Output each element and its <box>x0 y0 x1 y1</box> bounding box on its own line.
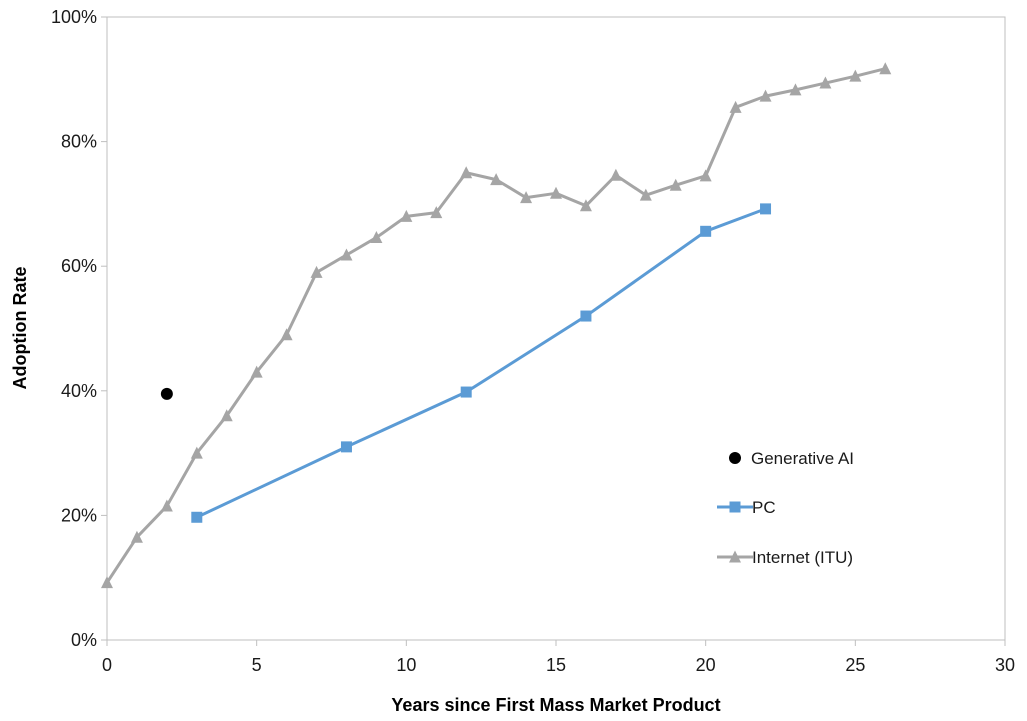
data-point-pc <box>700 225 712 237</box>
x-tick-label: 10 <box>396 655 416 675</box>
y-tick-label: 100% <box>51 7 97 27</box>
data-point-internet-itu <box>250 365 263 378</box>
data-point-internet-itu <box>160 499 173 512</box>
x-axis-title: Years since First Mass Market Product <box>391 695 720 715</box>
data-point-internet-itu <box>669 178 682 191</box>
data-point-pc <box>191 511 203 523</box>
data-point-internet-itu <box>490 173 503 186</box>
data-point-internet-itu <box>579 199 592 212</box>
series-layer <box>101 62 892 589</box>
x-tick-label: 25 <box>845 655 865 675</box>
data-point-internet-itu <box>609 168 622 181</box>
data-point-internet-itu <box>370 231 383 244</box>
data-point-internet-itu <box>130 530 143 543</box>
data-point-internet-itu <box>729 100 742 113</box>
legend-item-pc: PC <box>717 498 776 517</box>
series-internet-itu <box>101 62 892 589</box>
x-tick-label: 15 <box>546 655 566 675</box>
series-generative-ai <box>160 387 173 400</box>
legend-marker <box>729 550 741 563</box>
legend-marker <box>729 452 741 464</box>
data-point-internet-itu <box>550 186 562 199</box>
data-point-generative-ai <box>160 387 173 400</box>
data-point-pc <box>580 310 592 322</box>
data-point-internet-itu <box>310 265 323 278</box>
y-tick-label: 60% <box>61 256 97 276</box>
series-line-pc <box>196 207 767 519</box>
axes: 0% 20% 40% 60% 80% 100% 0 5 10 15 20 25 30 <box>51 7 1015 675</box>
x-tick-label: 20 <box>696 655 716 675</box>
data-point-internet-itu <box>340 248 353 261</box>
data-point-pc <box>760 203 772 215</box>
x-tick-label: 0 <box>102 655 112 675</box>
data-point-pc <box>340 441 352 453</box>
data-point-internet-itu <box>699 169 712 182</box>
data-point-internet-itu <box>520 191 533 204</box>
data-point-internet-itu <box>639 188 652 201</box>
y-tick-label: 40% <box>61 381 97 401</box>
data-point-internet-itu <box>280 328 293 341</box>
y-tick-label: 20% <box>61 505 97 525</box>
legend: Generative AI PC Internet (ITU) <box>717 449 854 567</box>
data-point-internet-itu <box>879 62 892 75</box>
data-point-internet-itu <box>849 69 862 82</box>
data-point-internet-itu <box>430 206 443 219</box>
data-point-internet-itu <box>460 166 473 179</box>
legend-item-internet-itu: Internet (ITU) <box>717 548 853 567</box>
data-point-pc <box>460 386 472 398</box>
data-point-internet-itu <box>759 89 772 102</box>
x-tick-label: 5 <box>252 655 262 675</box>
legend-item-generative-ai: Generative AI <box>729 449 854 468</box>
y-axis-title: Adoption Rate <box>10 267 30 390</box>
y-tick-label: 0% <box>71 630 97 650</box>
data-point-internet-itu <box>789 83 802 96</box>
legend-marker <box>729 501 741 513</box>
series-pc <box>191 203 772 523</box>
data-point-internet-itu <box>819 76 832 89</box>
legend-label: Internet (ITU) <box>752 548 853 567</box>
legend-label: PC <box>752 498 776 517</box>
legend-label: Generative AI <box>751 449 854 468</box>
x-tick-label: 30 <box>995 655 1015 675</box>
data-point-internet-itu <box>190 446 203 459</box>
data-point-internet-itu <box>101 576 113 589</box>
data-point-internet-itu <box>400 209 413 222</box>
data-point-internet-itu <box>220 409 233 422</box>
y-tick-label: 80% <box>61 132 97 152</box>
